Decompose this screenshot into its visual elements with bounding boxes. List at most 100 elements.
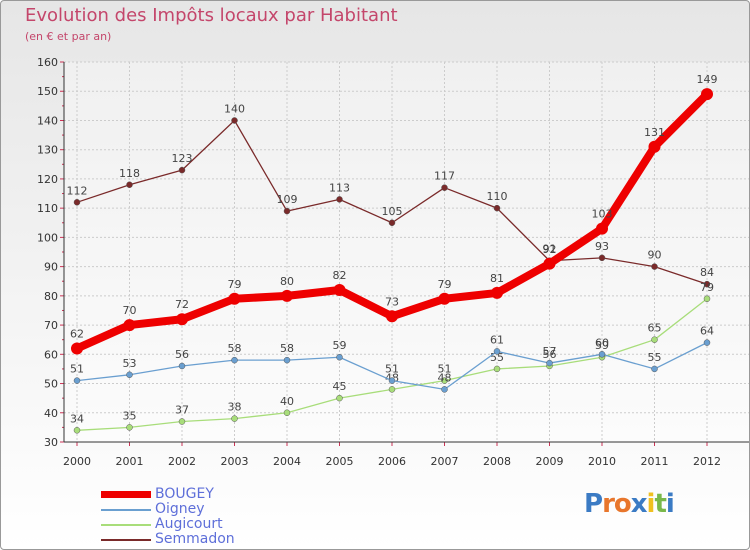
data-point-bougey (333, 284, 346, 296)
data-point-oigney (703, 339, 711, 346)
data-point-bougey (176, 313, 188, 326)
data-label-augicourt: 38 (228, 401, 242, 414)
y-tick-label: 40 (44, 407, 58, 420)
data-point-augicourt (651, 336, 658, 343)
data-point-semmadon (388, 219, 396, 227)
data-label-bougey: 103 (592, 208, 613, 221)
data-point-semmadon (441, 184, 448, 191)
data-label-augicourt: 35 (123, 409, 137, 422)
data-label-oigney: 61 (490, 333, 504, 346)
data-label-oigney: 53 (123, 357, 137, 370)
x-tick-label: 2010 (588, 455, 616, 468)
data-label-augicourt: 59 (595, 339, 609, 352)
data-point-augicourt (283, 409, 291, 417)
data-label-augicourt: 79 (700, 281, 714, 294)
data-label-oigney: 59 (333, 339, 347, 352)
data-point-semmadon (651, 263, 658, 270)
data-label-augicourt: 45 (333, 380, 347, 393)
data-point-augicourt (231, 415, 238, 422)
data-label-bougey: 62 (70, 327, 84, 340)
data-point-semmadon (703, 280, 711, 288)
data-point-semmadon (336, 196, 343, 203)
data-label-semmadon: 123 (172, 152, 193, 165)
y-tick-label: 150 (37, 85, 58, 98)
data-label-oigney: 51 (385, 363, 399, 376)
data-label-semmadon: 118 (119, 167, 140, 180)
logo-letter: o (613, 489, 632, 519)
data-label-oigney: 57 (543, 345, 557, 358)
x-tick-label: 2008 (483, 455, 511, 468)
legend-swatch (101, 524, 151, 526)
data-point-augicourt (178, 418, 186, 425)
data-point-augicourt (703, 295, 711, 303)
data-point-bougey (386, 310, 398, 323)
data-label-bougey: 72 (175, 298, 189, 311)
x-tick-label: 2009 (536, 455, 564, 468)
data-label-semmadon: 92 (543, 243, 557, 256)
x-tick-label: 2003 (221, 455, 249, 468)
data-label-oigney: 48 (438, 371, 452, 384)
logo-letter: P (584, 489, 603, 519)
data-label-semmadon: 140 (224, 102, 245, 115)
data-point-semmadon (126, 181, 133, 189)
data-label-semmadon: 105 (382, 205, 403, 218)
data-label-semmadon: 117 (434, 170, 455, 183)
y-tick-label: 50 (44, 378, 58, 391)
x-tick-label: 2005 (326, 455, 354, 468)
data-point-semmadon (231, 117, 238, 124)
logo-letter: r (602, 489, 615, 519)
data-label-bougey: 73 (385, 295, 399, 308)
data-label-oigney: 64 (700, 325, 714, 338)
data-label-augicourt: 37 (175, 404, 189, 417)
data-point-bougey (543, 257, 556, 270)
y-tick-label: 70 (44, 319, 58, 332)
data-point-oigney (651, 365, 658, 373)
data-point-bougey (123, 319, 136, 332)
legend-label: Semmadon (155, 531, 235, 547)
chart-subtitle: (en € et par an) (25, 30, 112, 43)
data-label-oigney: 55 (648, 351, 662, 364)
data-label-bougey: 80 (280, 275, 294, 288)
logo-letter: t (654, 489, 666, 519)
logo-letter: x (630, 489, 648, 519)
data-label-semmadon: 109 (277, 193, 298, 206)
data-point-oigney (283, 356, 291, 364)
data-label-bougey: 131 (644, 126, 665, 139)
data-point-augicourt (126, 424, 133, 431)
data-label-oigney: 60 (595, 336, 609, 349)
logo-letter: i (646, 489, 656, 519)
x-tick-label: 2000 (63, 455, 91, 468)
x-tick-label: 2002 (168, 455, 196, 468)
data-label-bougey: 79 (228, 278, 242, 291)
legend-label: Augicourt (155, 516, 223, 532)
data-point-semmadon (493, 204, 501, 212)
y-tick-label: 160 (37, 56, 58, 69)
legend-label: BOUGEY (155, 486, 214, 502)
data-label-augicourt: 40 (280, 395, 294, 408)
data-point-bougey (438, 292, 451, 305)
legend-swatch (101, 509, 151, 511)
data-point-oigney (231, 356, 238, 364)
data-point-oigney (73, 377, 81, 384)
data-point-bougey (228, 292, 241, 305)
data-label-semmadon: 84 (700, 266, 714, 279)
plot-background (64, 62, 749, 442)
x-tick-label: 2007 (431, 455, 459, 468)
data-point-oigney (598, 351, 606, 358)
data-label-augicourt: 56 (543, 348, 557, 361)
data-point-augicourt (73, 427, 81, 434)
data-point-oigney (178, 362, 186, 370)
data-point-bougey (701, 88, 713, 101)
legend-swatch (101, 491, 151, 498)
y-tick-label: 120 (37, 173, 58, 186)
data-point-semmadon (283, 207, 291, 215)
data-label-oigney: 58 (280, 342, 294, 355)
data-label-semmadon: 113 (329, 181, 350, 194)
x-tick-label: 2006 (378, 455, 406, 468)
data-point-semmadon (73, 199, 81, 206)
data-label-oigney: 56 (175, 348, 189, 361)
data-label-oigney: 58 (228, 342, 242, 355)
logo-letter: i (665, 489, 675, 519)
